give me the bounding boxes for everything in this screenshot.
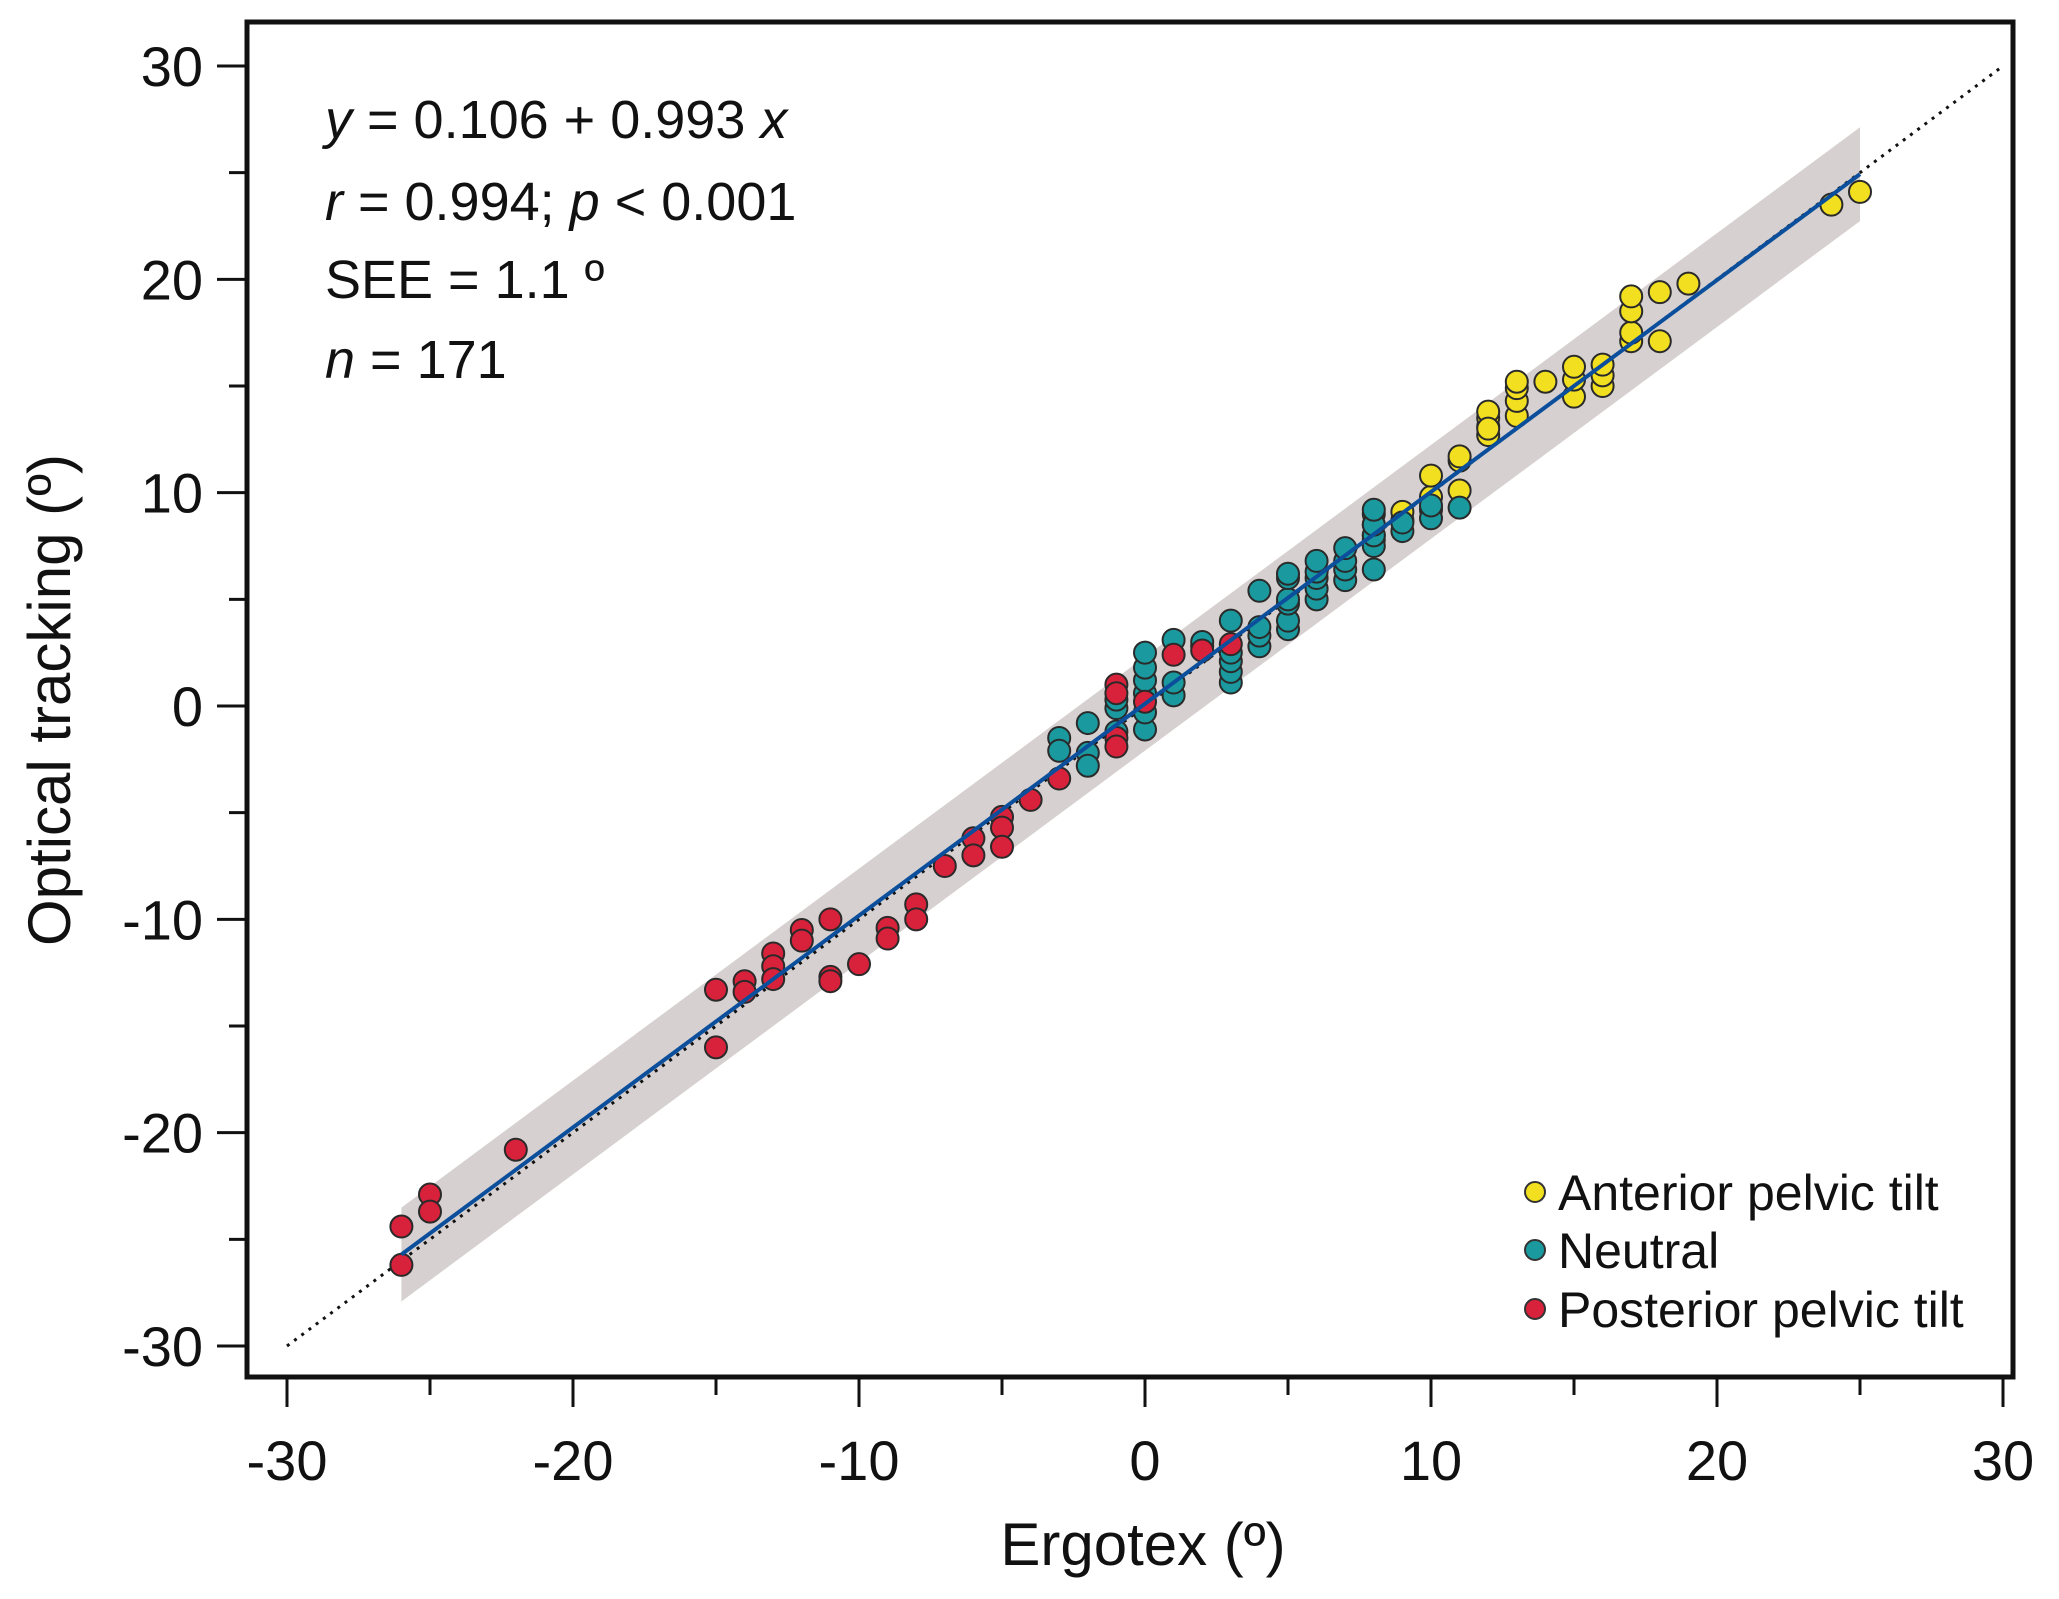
legend-item-anterior: Anterior pelvic tilt bbox=[1524, 1165, 1939, 1221]
data-point-s2-0 bbox=[389, 1214, 414, 1239]
data-point-s1-2 bbox=[1075, 711, 1100, 736]
data-point-s2-16 bbox=[818, 969, 843, 994]
x-tick-label-4: 10 bbox=[1400, 1429, 1462, 1492]
data-point-s0-16 bbox=[1476, 416, 1501, 441]
data-point-s0-21 bbox=[1533, 369, 1558, 394]
y-tick-label-0: -30 bbox=[122, 1315, 203, 1378]
data-point-s2-22 bbox=[932, 854, 957, 878]
legend: Anterior pelvic tilt Neutral Posterior p… bbox=[1524, 1165, 1964, 1338]
legend-marker-posterior bbox=[1524, 1298, 1546, 1320]
regression-annotation: y = 0.106 + 0.993 x r = 0.994; p < 0.001… bbox=[321, 90, 796, 390]
data-point-s2-36 bbox=[1190, 638, 1215, 663]
data-point-s2-27 bbox=[990, 834, 1014, 859]
data-point-s0-33 bbox=[1647, 280, 1672, 305]
x-tick-label-0: -30 bbox=[247, 1429, 328, 1492]
data-point-s1-23 bbox=[1218, 608, 1243, 633]
y-tick-label-5: 20 bbox=[141, 248, 203, 311]
see-stat: SEE = 1.1 º bbox=[325, 250, 605, 310]
legend-label-neutral: Neutral bbox=[1558, 1223, 1719, 1279]
x-tick-label-5: 20 bbox=[1686, 1429, 1748, 1492]
legend-marker-neutral bbox=[1524, 1239, 1546, 1261]
y-tick-label-6: 30 bbox=[141, 35, 203, 98]
data-point-s1-13 bbox=[1133, 640, 1157, 665]
data-point-s1-4 bbox=[1075, 753, 1100, 778]
legend-label-anterior: Anterior pelvic tilt bbox=[1558, 1165, 1939, 1221]
data-point-s0-11 bbox=[1447, 444, 1472, 469]
sample-size: n = 171 bbox=[325, 330, 507, 390]
data-point-s1-43 bbox=[1361, 557, 1386, 582]
data-point-s1-47 bbox=[1361, 497, 1386, 522]
data-point-s2-17 bbox=[847, 952, 871, 977]
data-point-s2-19 bbox=[875, 926, 900, 951]
data-point-s2-13 bbox=[789, 928, 814, 953]
data-point-s0-36 bbox=[1848, 179, 1872, 204]
data-point-s1-38 bbox=[1304, 548, 1329, 573]
data-point-s2-35 bbox=[1161, 642, 1186, 667]
x-axis-label: Ergotex (º) bbox=[1000, 1511, 1285, 1578]
data-point-s2-1 bbox=[389, 1252, 414, 1277]
data-points-layer bbox=[389, 172, 1872, 1277]
data-point-s0-34 bbox=[1676, 271, 1701, 296]
plot-frame bbox=[244, 19, 2016, 1380]
data-point-s0-20 bbox=[1504, 369, 1529, 394]
data-point-s1-27 bbox=[1247, 578, 1272, 603]
legend-marker-anterior bbox=[1524, 1181, 1546, 1203]
x-tick-label-1: -20 bbox=[533, 1429, 614, 1492]
data-point-s1-52 bbox=[1447, 495, 1472, 520]
data-point-s2-37 bbox=[1218, 632, 1243, 657]
data-point-s0-8 bbox=[1419, 463, 1443, 488]
data-point-s2-4 bbox=[503, 1137, 528, 1162]
data-point-s0-24 bbox=[1562, 354, 1586, 379]
y-tick-label-1: -20 bbox=[122, 1102, 203, 1165]
data-point-s2-14 bbox=[818, 907, 843, 932]
data-point-s1-33 bbox=[1276, 561, 1300, 586]
y-tick-label-4: 10 bbox=[141, 462, 203, 525]
data-point-s2-5 bbox=[704, 977, 728, 1002]
regression-equation: y = 0.106 + 0.993 x bbox=[321, 90, 789, 150]
legend-item-posterior: Posterior pelvic tilt bbox=[1524, 1282, 1964, 1338]
x-tick-label-6: 30 bbox=[1972, 1429, 2034, 1492]
data-point-s1-51 bbox=[1419, 493, 1443, 518]
x-tick-label-2: -10 bbox=[819, 1429, 900, 1492]
regression-line bbox=[400, 172, 1862, 1257]
data-point-s2-3 bbox=[418, 1199, 442, 1224]
data-point-s1-1 bbox=[1047, 738, 1072, 763]
x-tick-label-3: 0 bbox=[1129, 1429, 1160, 1492]
legend-label-posterior: Posterior pelvic tilt bbox=[1558, 1282, 1964, 1338]
axis-ticks-layer: -30 -20 -10 0 10 20 30 -30 -20 -10 0 10 20 30 bbox=[122, 35, 2034, 1492]
data-point-s2-31 bbox=[1104, 681, 1129, 706]
data-point-s2-24 bbox=[961, 843, 986, 868]
legend-item-neutral: Neutral bbox=[1524, 1223, 1719, 1279]
y-axis-label: Optical tracking (º) bbox=[16, 454, 83, 946]
data-point-s2-33 bbox=[1104, 734, 1129, 759]
data-point-s0-31 bbox=[1619, 284, 1644, 309]
data-point-s2-6 bbox=[704, 1035, 728, 1060]
data-point-s0-32 bbox=[1647, 329, 1672, 354]
y-tick-label-3: 0 bbox=[172, 675, 203, 738]
y-tick-label-2: -10 bbox=[122, 888, 203, 951]
correlation-stats: r = 0.994; p < 0.001 bbox=[325, 172, 796, 232]
data-point-s2-21 bbox=[904, 907, 929, 932]
